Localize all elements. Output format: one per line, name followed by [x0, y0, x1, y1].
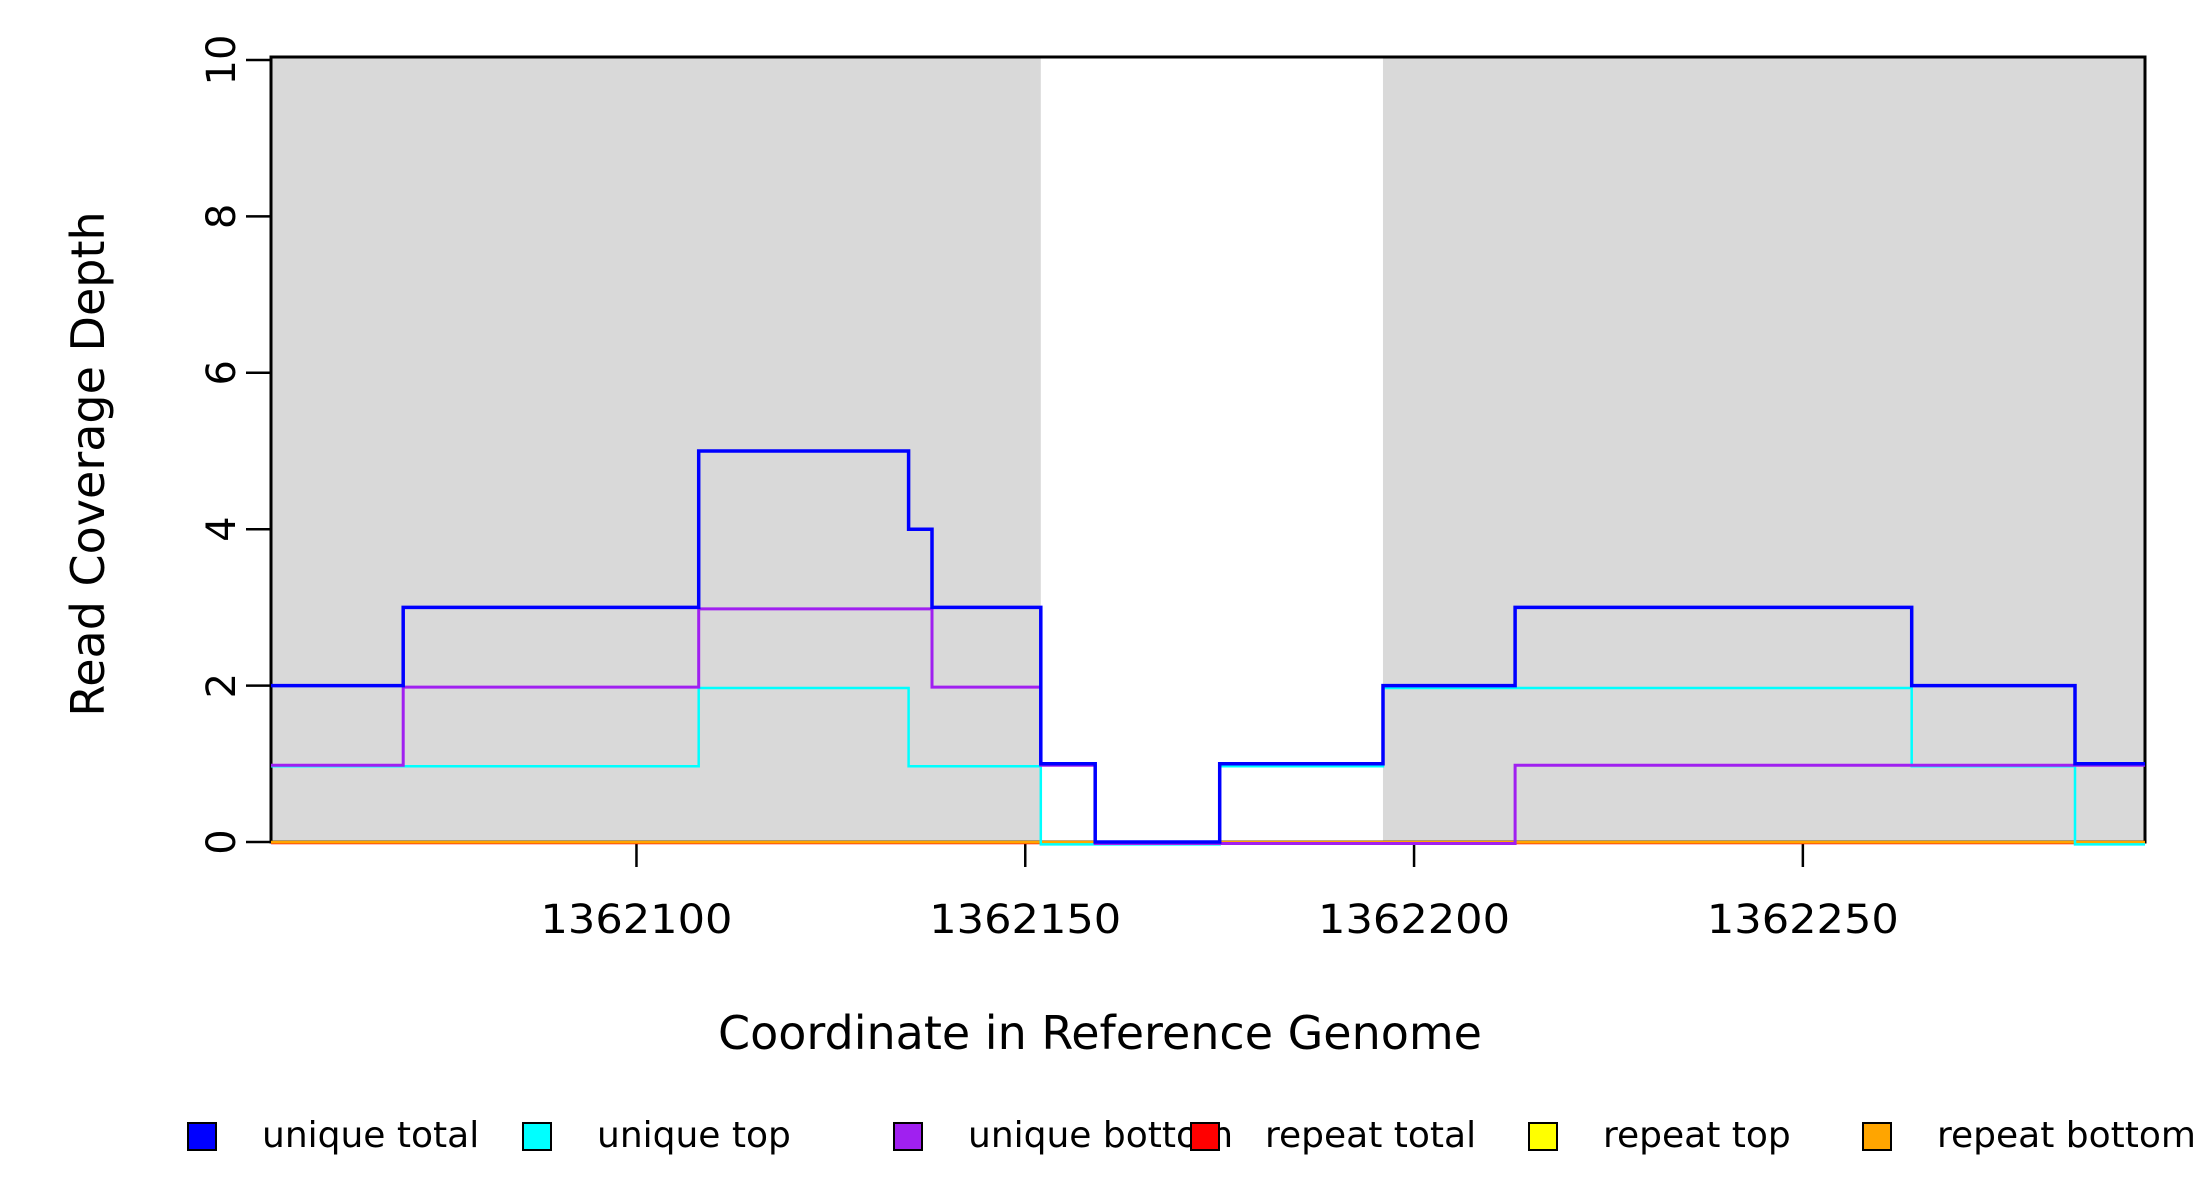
- y-tick-label-4: 4: [199, 516, 245, 541]
- x-tick-label-1362150: 1362150: [929, 897, 1121, 943]
- x-tick-label-1362100: 1362100: [540, 897, 732, 943]
- shaded-region-2: [1382, 57, 2145, 842]
- series-path-unique-total: [271, 449, 2145, 844]
- series-path-unique-bottom: [271, 607, 2145, 845]
- y-tick-label-8: 8: [199, 204, 245, 229]
- shaded-region-1: [271, 57, 1041, 842]
- x-tick-label-1362250: 1362250: [1707, 897, 1899, 943]
- y-tick-label-0: 0: [199, 829, 245, 854]
- y-tick-label-2: 2: [199, 673, 245, 698]
- y-tick-label-6: 6: [199, 360, 245, 385]
- x-axis-title: Coordinate in Reference Genome: [718, 1006, 1482, 1060]
- y-axis-title: Read Coverage Depth: [61, 211, 115, 717]
- x-tick-label-1362200: 1362200: [1318, 897, 1510, 943]
- y-tick-label-10: 10: [199, 35, 245, 86]
